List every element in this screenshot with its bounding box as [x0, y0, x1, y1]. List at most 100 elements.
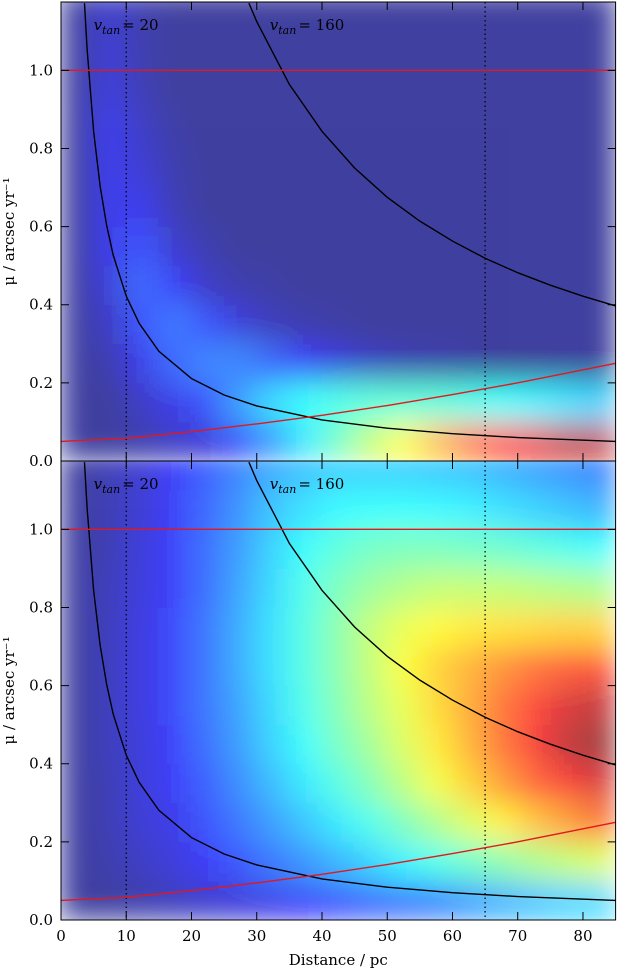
heat-cell [517, 30, 551, 71]
heat-cell [190, 841, 225, 882]
heat-cell [93, 528, 127, 569]
heat-cell [158, 265, 192, 306]
heat-cell [484, 567, 519, 608]
heat-cell [190, 461, 225, 491]
heat-cell [321, 763, 356, 804]
heat-cell [158, 382, 192, 423]
heat-cell [190, 69, 225, 110]
heat-cell [61, 187, 95, 228]
heat-cell [549, 763, 584, 804]
heat-cell [582, 108, 616, 149]
heat-cell [288, 802, 323, 843]
heat-cell [93, 69, 127, 110]
heat-cell [223, 841, 258, 882]
heat-cell [125, 567, 160, 608]
heat-cell [158, 69, 192, 110]
heat-cell [223, 880, 258, 920]
heat-cell [223, 108, 258, 149]
plot-frame [60, 460, 617, 921]
heat-cell [61, 108, 95, 149]
heat-cell [288, 606, 323, 648]
heat-cell [419, 2, 453, 32]
heat-cell [484, 528, 519, 569]
heat-cell [451, 841, 486, 882]
heat-cell [484, 69, 519, 110]
heat-cell [582, 567, 616, 608]
heat-cell [517, 304, 551, 345]
heat-cell [256, 724, 290, 765]
heat-cell [484, 304, 519, 345]
curve [248, 461, 616, 766]
heat-cell [288, 567, 323, 608]
plot-area [61, 2, 616, 461]
heat-cell [517, 763, 551, 804]
heat-cell [93, 841, 127, 882]
heat-cell [451, 724, 486, 765]
y-tick-label: 0.8 [29, 598, 53, 616]
heat-cell [386, 489, 421, 530]
heat-cell [256, 382, 290, 423]
heat-cell [190, 2, 225, 32]
heat-cell [223, 685, 258, 726]
x-tick-label: 40 [312, 927, 331, 945]
heat-cell [256, 30, 290, 71]
heat-cell [223, 265, 258, 306]
heat-cell [288, 343, 323, 384]
heat-cell [223, 763, 258, 804]
heat-cell [256, 646, 290, 687]
y-axis-label: μ / arcsec yr⁻¹ [0, 636, 18, 744]
heat-cell [288, 646, 323, 687]
heat-cell [223, 528, 258, 569]
heat-cell [386, 763, 421, 804]
heat-cell [125, 30, 160, 71]
heat-cell [223, 646, 258, 687]
heat-cell [386, 567, 421, 608]
heat-cell [484, 489, 519, 530]
curve [83, 462, 616, 902]
annotation-symbol: v [94, 475, 103, 493]
heat-cell [288, 187, 323, 228]
heat-cell [321, 69, 356, 110]
heat-cell [256, 304, 290, 345]
heat-cell [354, 489, 388, 530]
heat-cell [419, 880, 453, 920]
heat-cell [158, 108, 192, 149]
heat-cell [223, 567, 258, 608]
y-tick-label: 0.8 [29, 139, 53, 157]
heat-cell [158, 489, 192, 530]
heat-cell [582, 685, 616, 726]
heat-cell [484, 108, 519, 149]
x-tick-label: 70 [508, 927, 527, 945]
heat-cell [549, 343, 584, 384]
heat-cell [484, 265, 519, 306]
heat-cell [582, 69, 616, 110]
heat-cell [256, 2, 290, 32]
heat-cell [582, 2, 616, 32]
heat-cell [451, 489, 486, 530]
heat-cell [125, 606, 160, 648]
heat-cell [158, 226, 192, 267]
heat-cell [321, 646, 356, 687]
heat-cell [582, 30, 616, 71]
heat-cell [419, 802, 453, 843]
heat-cell [321, 382, 356, 423]
heat-cell [517, 646, 551, 687]
heat-cell [419, 461, 453, 491]
heat-cell [321, 685, 356, 726]
heat-cell [549, 421, 584, 461]
heat-cell [158, 567, 192, 608]
heat-cell [451, 528, 486, 569]
heat-cell [190, 226, 225, 267]
x-tick-label: 0 [56, 927, 66, 945]
heat-cell [484, 841, 519, 882]
heat-cell [93, 226, 127, 267]
heat-cell [158, 841, 192, 882]
heat-cell [158, 724, 192, 765]
heat-cell [61, 802, 95, 843]
heat-cell [451, 30, 486, 71]
heatmap [61, 2, 616, 461]
heat-cell [549, 880, 584, 920]
heat-cell [451, 226, 486, 267]
heat-cell [582, 382, 616, 423]
heat-cell [549, 69, 584, 110]
